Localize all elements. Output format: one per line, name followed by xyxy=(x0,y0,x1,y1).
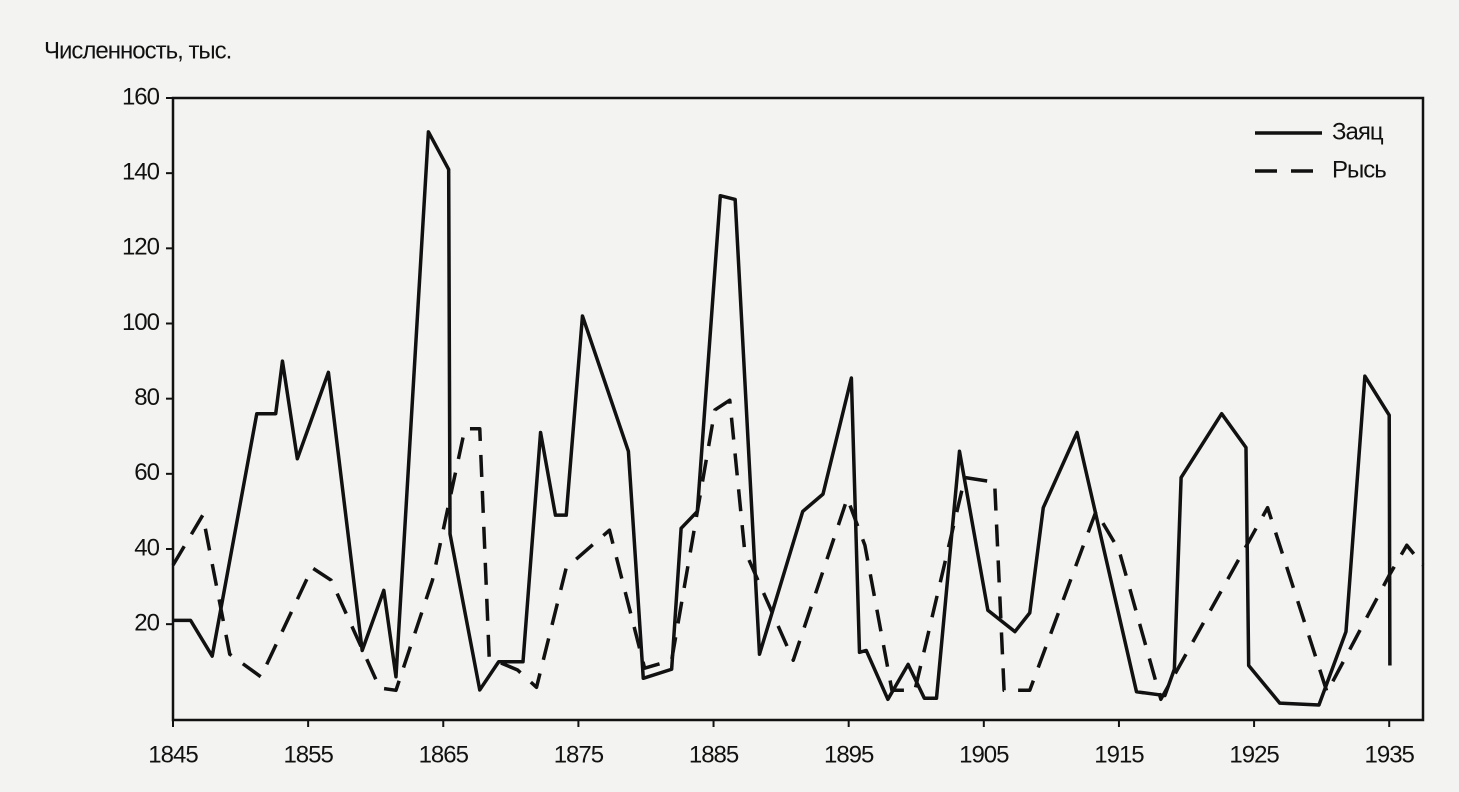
y-tick-label: 40 xyxy=(134,534,159,561)
x-tick-label: 1855 xyxy=(283,741,333,768)
x-tick-label: 1925 xyxy=(1229,741,1279,768)
x-tick-label: 1895 xyxy=(824,741,874,768)
y-tick-label: 140 xyxy=(122,159,160,186)
y-tick-label: 20 xyxy=(134,610,159,637)
y-tick-label: 100 xyxy=(122,309,160,336)
x-tick-label: 1845 xyxy=(148,741,198,768)
y-tick-label: 80 xyxy=(134,384,159,411)
x-tick-label: 1915 xyxy=(1094,741,1144,768)
x-tick-label: 1875 xyxy=(554,741,604,768)
legend-label: Рысь xyxy=(1332,156,1386,183)
x-tick-label: 1935 xyxy=(1365,741,1415,768)
x-tick-label: 1865 xyxy=(419,741,469,768)
series-line xyxy=(173,130,1392,707)
series-line xyxy=(171,398,1425,702)
y-tick-label: 120 xyxy=(122,234,160,261)
y-tick-label: 60 xyxy=(134,459,159,486)
x-tick-label: 1905 xyxy=(959,741,1009,768)
y-axis-label: Численность, тыс. xyxy=(44,37,231,64)
plot-frame xyxy=(171,96,1425,722)
legend-label: Заяц xyxy=(1332,118,1384,145)
y-tick-label: 160 xyxy=(122,83,160,110)
x-tick-label: 1885 xyxy=(689,741,739,768)
